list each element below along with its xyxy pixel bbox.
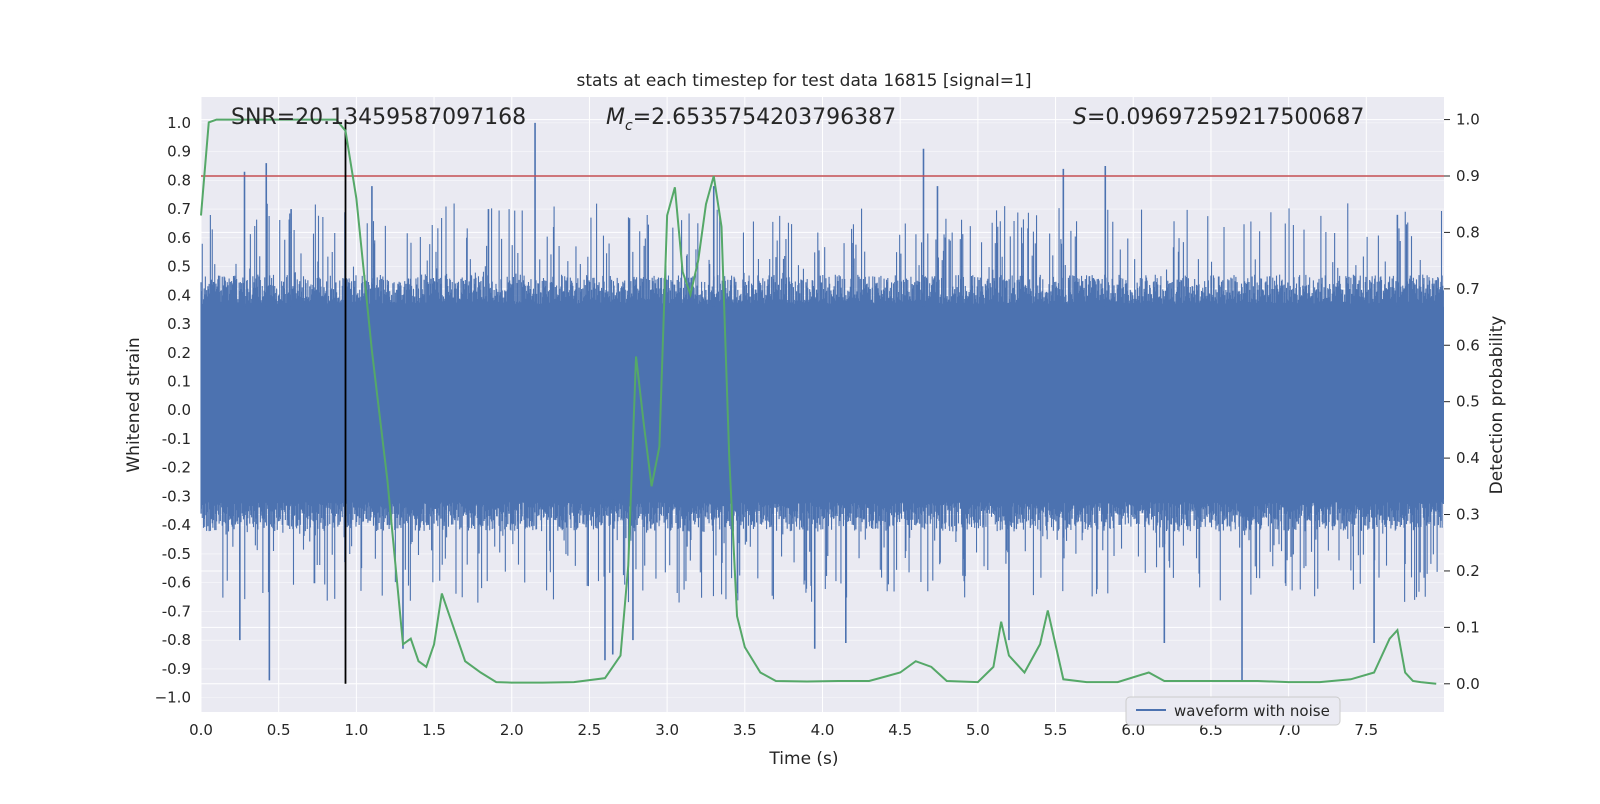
x-axis-title: Time (s) <box>768 749 838 769</box>
x-tick-label: 3.0 <box>655 721 679 739</box>
x-tick-label: 5.5 <box>1044 721 1068 739</box>
y-right-tick-label: 0.0 <box>1456 675 1480 693</box>
y-left-tick-label: 0.9 <box>167 143 191 161</box>
score-annotation: S=0.09697259217500687 <box>1073 105 1364 130</box>
y-left-tick-label: 0.0 <box>167 401 191 419</box>
y-left-tick-label: 0.3 <box>167 315 191 333</box>
chart-title: stats at each timestep for test data 168… <box>577 71 1032 91</box>
y-right-tick-label: 0.4 <box>1456 449 1480 467</box>
y-left-tick-label: -0.9 <box>162 660 191 678</box>
y-axis-right-ticks: 1.0 0.9 0.8 0.7 0.6 0.5 0.4 0.3 0.2 0.1 0.0 <box>1444 111 1480 693</box>
x-tick-label: 1.0 <box>344 721 368 739</box>
y-left-tick-label: −1.0 <box>155 689 191 707</box>
y-left-tick-label: -0.3 <box>162 487 191 505</box>
y-right-tick-label: 0.6 <box>1456 336 1480 354</box>
snr-annotation: SNR=20.13459587097168 <box>231 105 526 130</box>
x-tick-label: 3.5 <box>733 721 757 739</box>
legend-box <box>1125 696 1341 726</box>
y-left-tick-label: -0.5 <box>162 545 191 563</box>
y-right-tick-label: 0.1 <box>1456 618 1480 636</box>
y-right-tick-label: 0.9 <box>1456 167 1480 185</box>
chirp-mass-annotation: Mc=2.6535754203796387 <box>606 105 896 134</box>
noise-core <box>201 306 1444 500</box>
y-axis-right-title: Detection probability <box>1487 316 1507 495</box>
score-value: =0.09697259217500687 <box>1087 105 1364 130</box>
y-left-tick-label: 0.4 <box>167 286 191 304</box>
y-right-tick-label: 0.8 <box>1456 223 1480 241</box>
y-axis-left-ticks: 1.0 0.9 0.8 0.7 0.6 0.5 0.4 0.3 0.2 0.1 0.0 -0.1 -0.… <box>155 114 191 707</box>
y-left-tick-label: -0.6 <box>162 574 191 592</box>
y-left-tick-label: 0.7 <box>167 200 191 218</box>
x-tick-label: 2.0 <box>500 721 524 739</box>
y-right-tick-label: 1.0 <box>1456 111 1480 129</box>
y-left-tick-label: 0.6 <box>167 229 191 247</box>
chirp-mass-symbol: M <box>606 105 625 130</box>
y-left-tick-label: 0.2 <box>167 344 191 362</box>
x-tick-label: 4.0 <box>811 721 835 739</box>
score-symbol: S <box>1073 105 1087 130</box>
chirp-mass-value: =2.6535754203796387 <box>633 105 896 130</box>
y-left-tick-label: -0.7 <box>162 602 191 620</box>
y-left-tick-label: -0.4 <box>162 516 191 534</box>
y-left-tick-label: 0.5 <box>167 258 191 276</box>
x-axis-ticks: 0.0 0.5 1.0 1.5 2.0 2.5 3.0 3.5 4.0 4.5 5.0 5.5 6.0 6… <box>189 721 1378 739</box>
x-tick-label: 0.5 <box>267 721 291 739</box>
x-tick-label: 0.0 <box>189 721 213 739</box>
y-left-tick-label: -0.1 <box>162 430 191 448</box>
x-tick-label: 1.5 <box>422 721 446 739</box>
y-left-tick-label: 0.1 <box>167 373 191 391</box>
legend: waveform with noise <box>1125 696 1341 726</box>
x-tick-label: 4.5 <box>888 721 912 739</box>
detection-probability-line <box>200 118 1437 685</box>
waveform-with-noise-series <box>200 122 1444 681</box>
y-left-tick-label: -0.2 <box>162 459 191 477</box>
y-left-tick-label: 1.0 <box>167 114 191 132</box>
y-axis-left-title: Whitened strain <box>124 337 144 472</box>
x-tick-label: 5.0 <box>966 721 990 739</box>
y-right-tick-label: 0.7 <box>1456 280 1480 298</box>
y-right-tick-label: 0.5 <box>1456 393 1480 411</box>
y-left-tick-label: 0.8 <box>167 171 191 189</box>
legend-label: waveform with noise <box>1174 702 1330 720</box>
y-left-tick-label: -0.8 <box>162 631 191 649</box>
y-right-tick-label: 0.2 <box>1456 562 1480 580</box>
y-right-tick-label: 0.3 <box>1456 506 1480 524</box>
x-tick-label: 7.5 <box>1354 721 1378 739</box>
x-tick-label: 2.5 <box>578 721 602 739</box>
chirp-mass-subscript: c <box>625 118 633 134</box>
